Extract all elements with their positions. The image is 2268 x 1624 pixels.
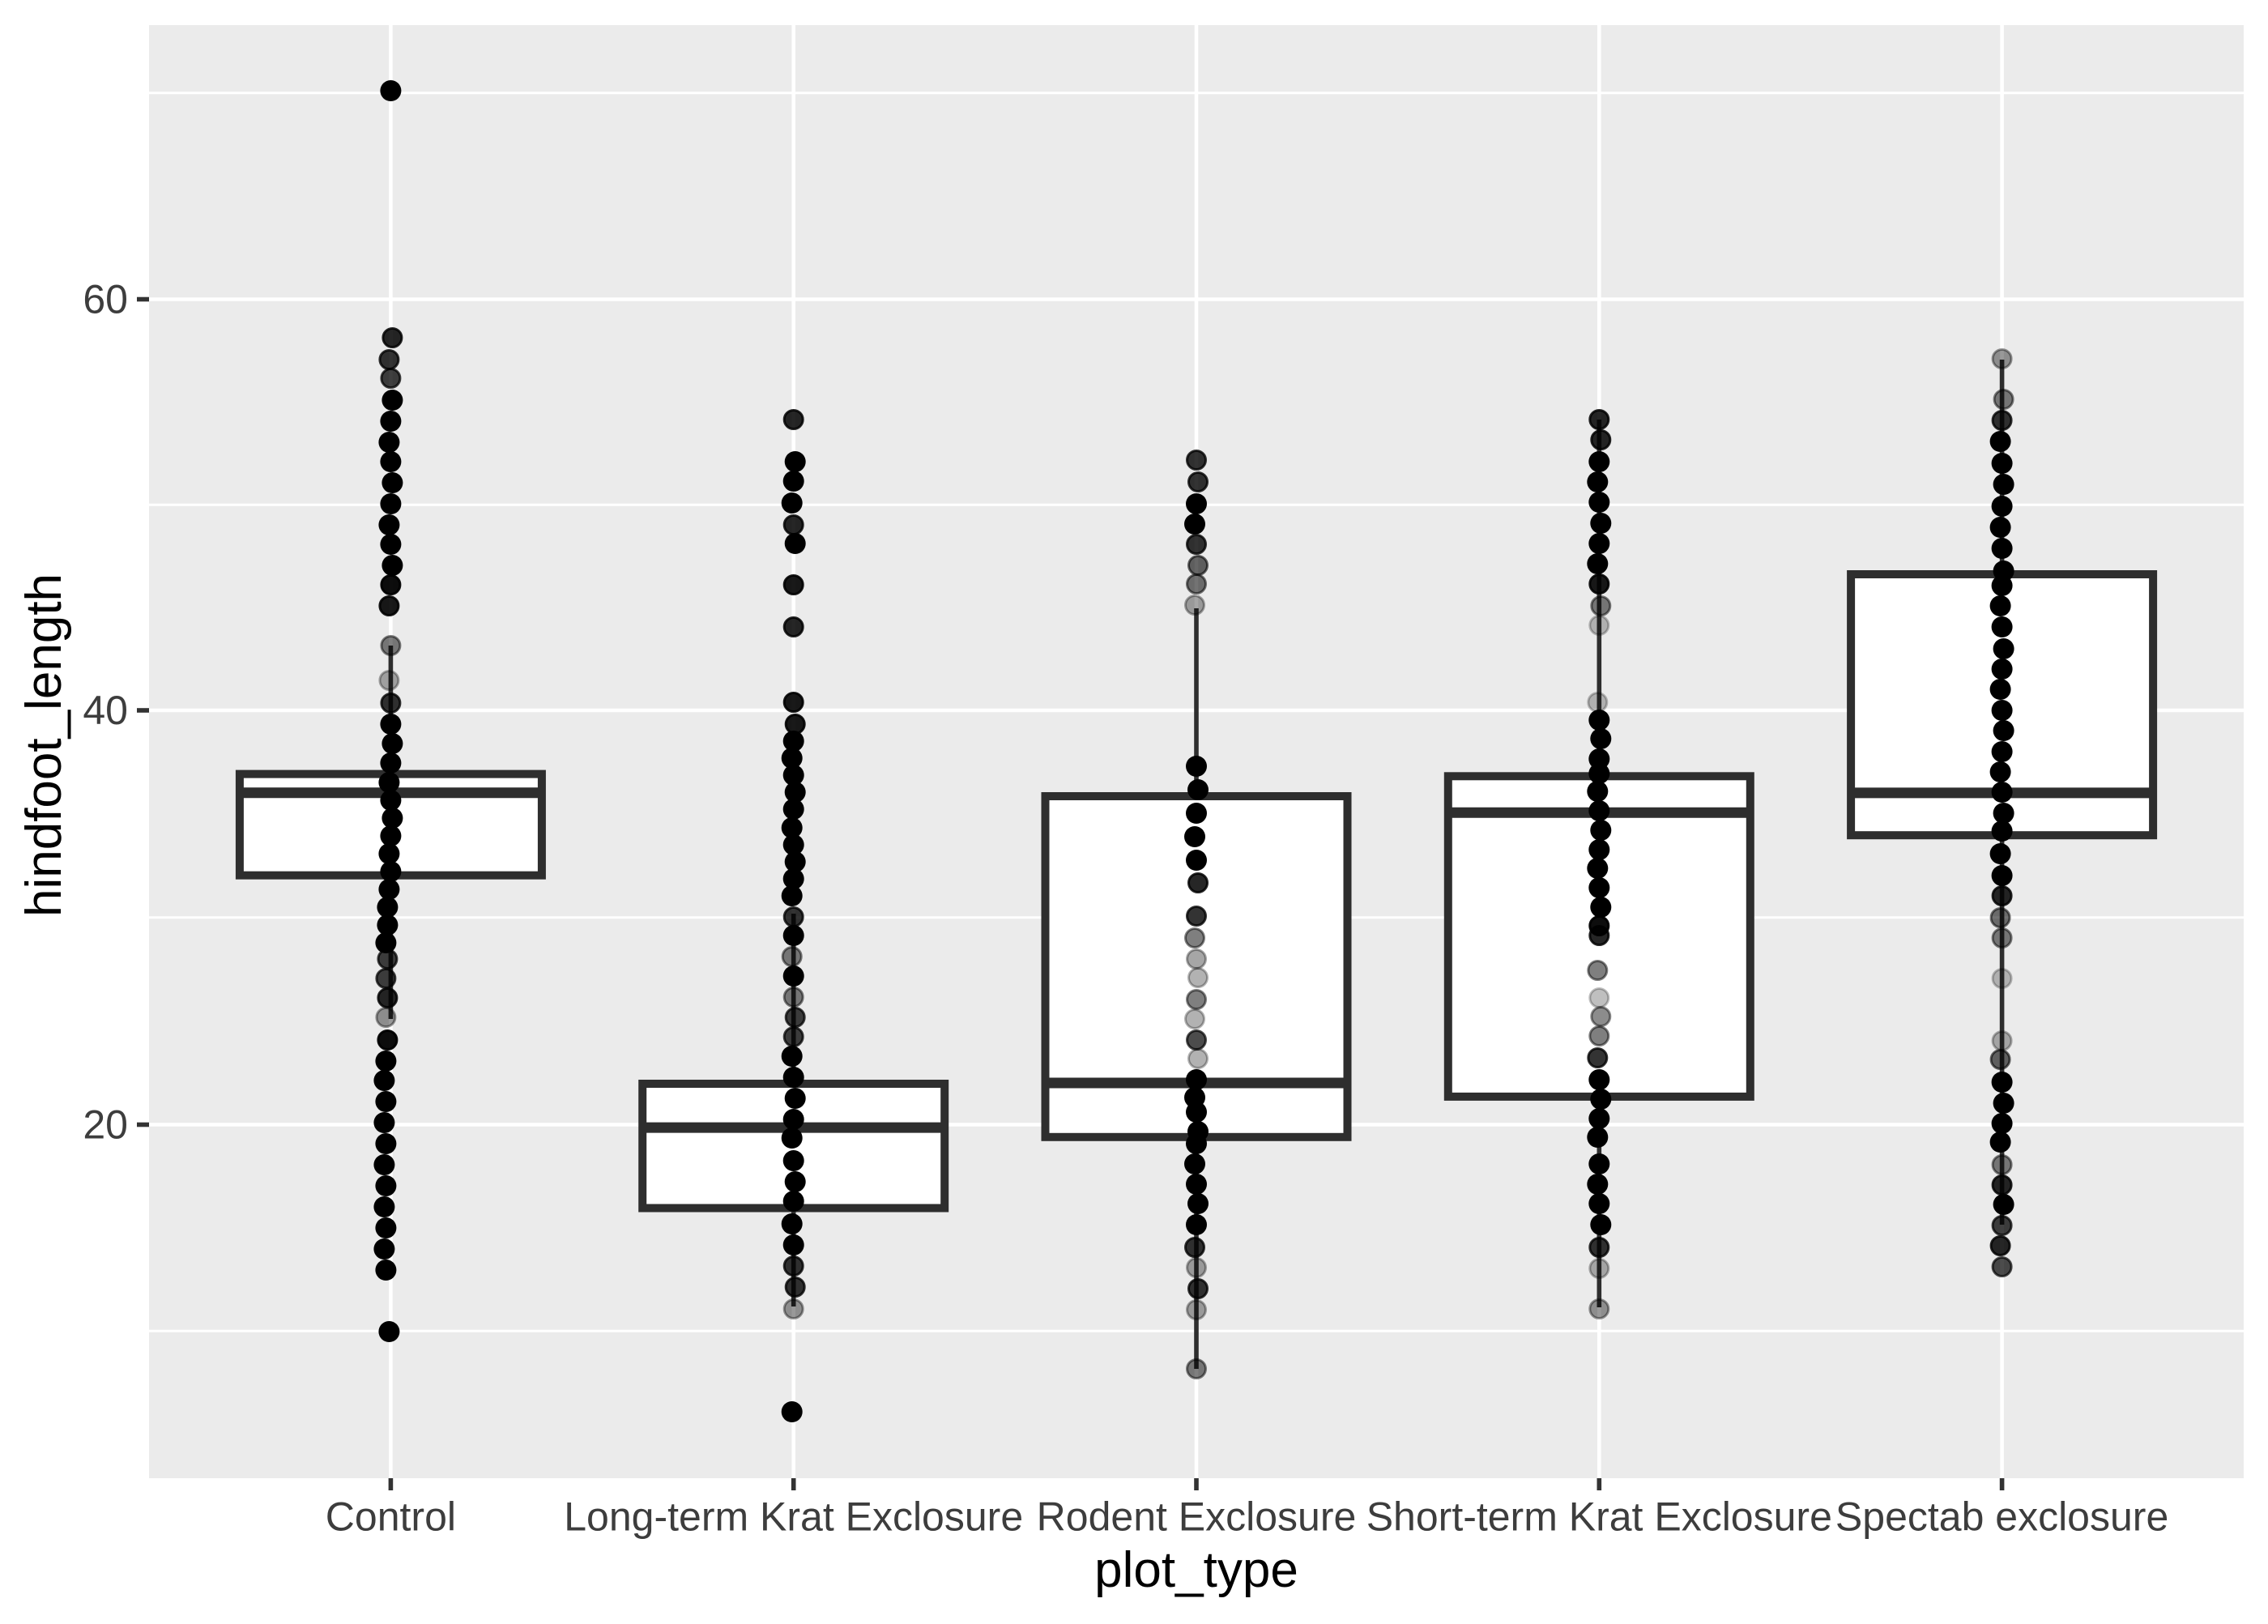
- svg-text:40: 40: [83, 688, 128, 733]
- svg-text:Control: Control: [326, 1494, 456, 1540]
- svg-text:plot_type: plot_type: [1094, 1542, 1298, 1598]
- svg-text:60: 60: [83, 277, 128, 322]
- svg-text:hindfoot_length: hindfoot_length: [16, 573, 72, 917]
- svg-text:Rodent Exclosure: Rodent Exclosure: [1037, 1494, 1357, 1540]
- svg-text:Spectab exclosure: Spectab exclosure: [1835, 1494, 2168, 1540]
- svg-text:Short-term Krat Exclosure: Short-term Krat Exclosure: [1366, 1494, 1832, 1540]
- svg-text:20: 20: [83, 1102, 128, 1148]
- svg-text:Long-term Krat Exclosure: Long-term Krat Exclosure: [564, 1494, 1023, 1540]
